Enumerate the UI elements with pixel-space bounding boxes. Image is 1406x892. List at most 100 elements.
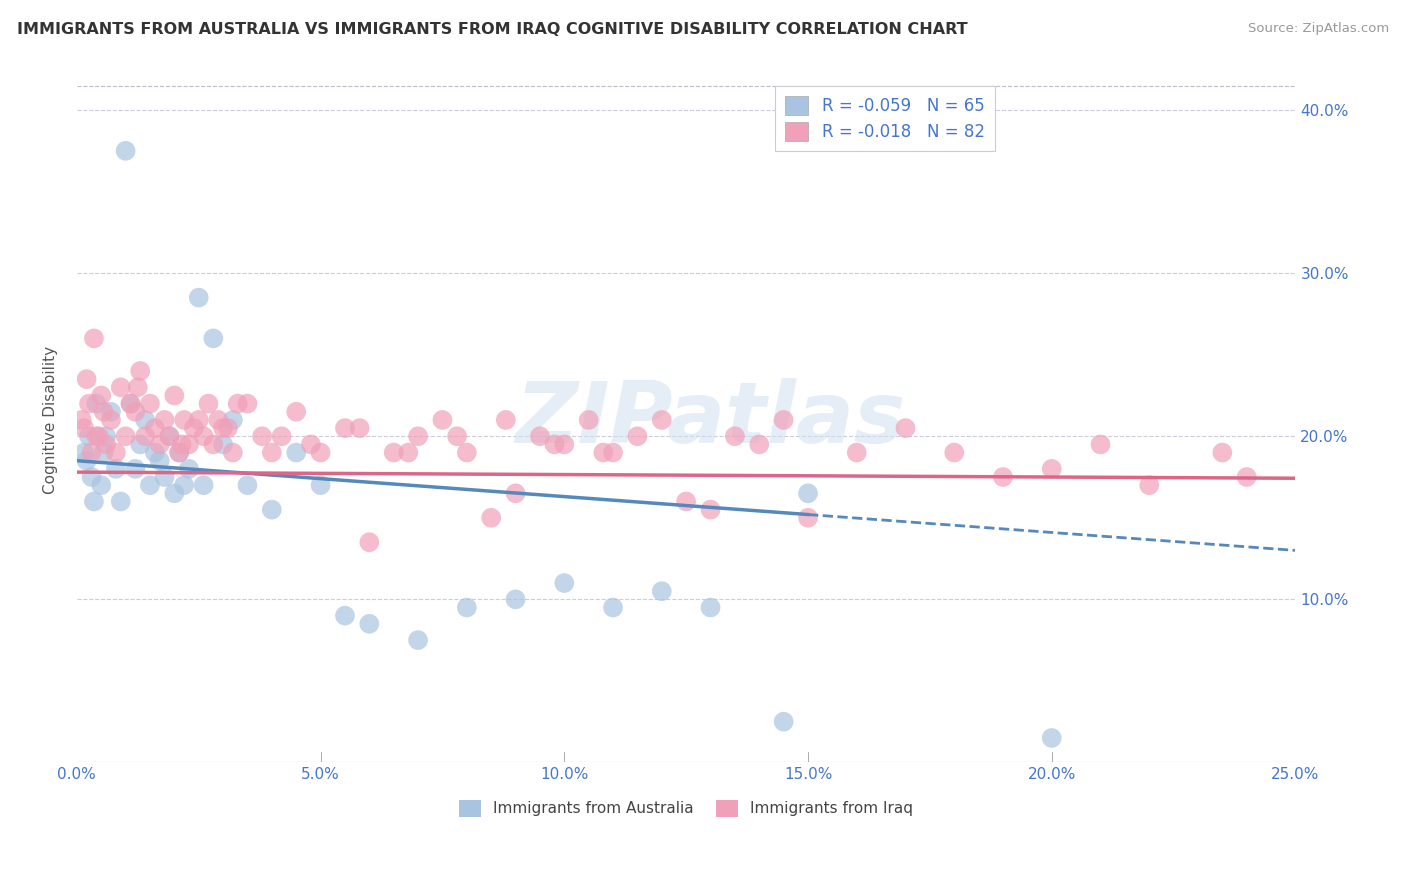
Point [167, 445, 190, 459]
Point [163, 388, 186, 402]
Point [93, 405, 115, 419]
Point [73, 445, 96, 459]
Point [120, 396, 142, 410]
Point [170, 437, 193, 451]
Point [110, 494, 132, 508]
Point [134, 413, 156, 427]
Point [578, 413, 600, 427]
Point [309, 478, 332, 492]
Point [110, 380, 132, 394]
Point [1090, 437, 1112, 451]
Point [173, 478, 195, 492]
Point [80, 470, 103, 484]
Point [1040, 731, 1063, 745]
Point [114, 144, 136, 158]
Point [651, 584, 673, 599]
Point [153, 470, 176, 484]
Point [772, 413, 794, 427]
Point [90, 478, 112, 492]
Point [212, 437, 235, 451]
Point [250, 429, 273, 443]
Point [127, 380, 149, 394]
Point [207, 413, 229, 427]
Point [139, 478, 162, 492]
Point [100, 405, 122, 419]
Point [177, 437, 200, 451]
Point [143, 421, 166, 435]
Point [626, 429, 648, 443]
Point [1040, 462, 1063, 476]
Point [187, 291, 209, 305]
Point [333, 421, 356, 435]
Point [159, 429, 181, 443]
Point [359, 535, 381, 549]
Point [724, 429, 747, 443]
Point [543, 437, 565, 451]
Point [124, 462, 146, 476]
Point [699, 502, 721, 516]
Point [845, 445, 868, 459]
Point [159, 429, 181, 443]
Legend: Immigrants from Australia, Immigrants from Iraq: Immigrants from Australia, Immigrants fr… [453, 793, 920, 823]
Point [222, 413, 245, 427]
Point [505, 592, 527, 607]
Point [163, 486, 186, 500]
Point [73, 421, 96, 435]
Point [93, 445, 115, 459]
Point [226, 396, 249, 410]
Point [193, 429, 215, 443]
Point [134, 429, 156, 443]
Point [77, 429, 100, 443]
Point [76, 372, 98, 386]
Point [772, 714, 794, 729]
Point [202, 331, 225, 345]
Point [309, 445, 332, 459]
Point [1236, 470, 1258, 484]
Point [260, 502, 283, 516]
Text: IMMIGRANTS FROM AUSTRALIA VS IMMIGRANTS FROM IRAQ COGNITIVE DISABILITY CORRELATI: IMMIGRANTS FROM AUSTRALIA VS IMMIGRANTS … [17, 22, 967, 37]
Point [406, 429, 429, 443]
Point [299, 437, 322, 451]
Point [529, 429, 551, 443]
Point [86, 429, 108, 443]
Point [675, 494, 697, 508]
Point [153, 413, 176, 427]
Point [592, 445, 614, 459]
Point [86, 396, 108, 410]
Point [173, 413, 195, 427]
Point [797, 510, 820, 524]
Point [70, 413, 93, 427]
Point [80, 445, 103, 459]
Point [236, 396, 259, 410]
Point [797, 486, 820, 500]
Point [217, 421, 239, 435]
Point [260, 445, 283, 459]
Point [236, 478, 259, 492]
Point [748, 437, 770, 451]
Point [83, 494, 105, 508]
Point [333, 608, 356, 623]
Point [349, 421, 371, 435]
Point [479, 510, 502, 524]
Point [167, 445, 190, 459]
Point [222, 445, 245, 459]
Point [285, 445, 308, 459]
Point [149, 437, 172, 451]
Point [129, 364, 152, 378]
Point [90, 388, 112, 402]
Point [382, 445, 405, 459]
Y-axis label: Cognitive Disability: Cognitive Disability [44, 346, 58, 494]
Point [270, 429, 292, 443]
Point [177, 462, 200, 476]
Point [406, 633, 429, 648]
Point [553, 576, 575, 591]
Point [1137, 478, 1160, 492]
Point [212, 421, 235, 435]
Point [285, 405, 308, 419]
Point [991, 470, 1014, 484]
Point [602, 600, 624, 615]
Point [197, 396, 219, 410]
Point [699, 600, 721, 615]
Point [104, 445, 127, 459]
Point [124, 405, 146, 419]
